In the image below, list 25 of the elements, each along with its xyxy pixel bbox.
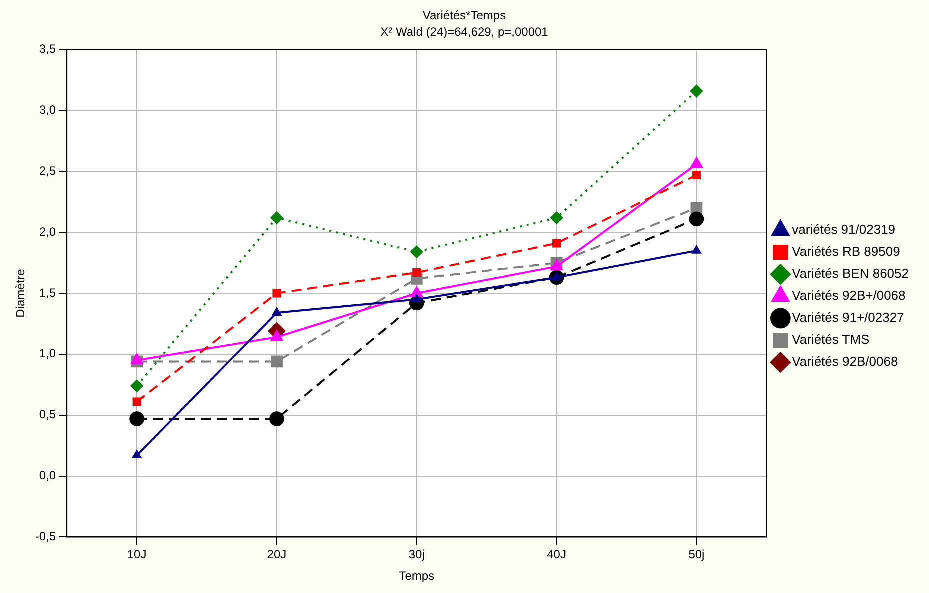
- y-tick-label: 2,0: [39, 224, 56, 239]
- legend-label: Variétés 91+/02327: [792, 310, 904, 326]
- legend-label: Variétés 92B+/0068: [792, 288, 906, 304]
- x-tick-label: 40J: [547, 548, 566, 562]
- legend-label: Variétés BEN 86052: [792, 266, 910, 282]
- y-tick-label: 0,0: [39, 468, 56, 483]
- chart-subtitle: X² Wald (24)=64,629, p=,00001: [380, 24, 549, 39]
- x-tick-label: 30j: [408, 548, 425, 562]
- chart-title: Variétés*Temps: [422, 8, 506, 23]
- x-tick-label: 10J: [127, 548, 147, 562]
- legend-label: Variétés 92B/0068: [792, 354, 898, 370]
- x-tick-label: 50j: [688, 548, 705, 562]
- y-tick-label: 3,0: [39, 103, 56, 118]
- x-axis-title: Temps: [399, 569, 435, 584]
- y-tick-label: 3,5: [39, 42, 56, 56]
- y-tick-label: 0,5: [39, 408, 56, 422]
- y-tick-label: 2,5: [39, 164, 56, 178]
- y-tick-label: 1,0: [39, 346, 56, 361]
- y-tick-label: -0,5: [35, 530, 56, 544]
- y-axis-title: Diamètre: [14, 268, 28, 318]
- legend-label: Variétés TMS: [792, 332, 870, 348]
- legend-label: variétés 91/02319: [792, 222, 896, 238]
- x-tick-label: 20J: [267, 548, 287, 562]
- y-tick-label: 1,5: [39, 286, 56, 300]
- legend-label: Variétés RB 89509: [792, 244, 900, 260]
